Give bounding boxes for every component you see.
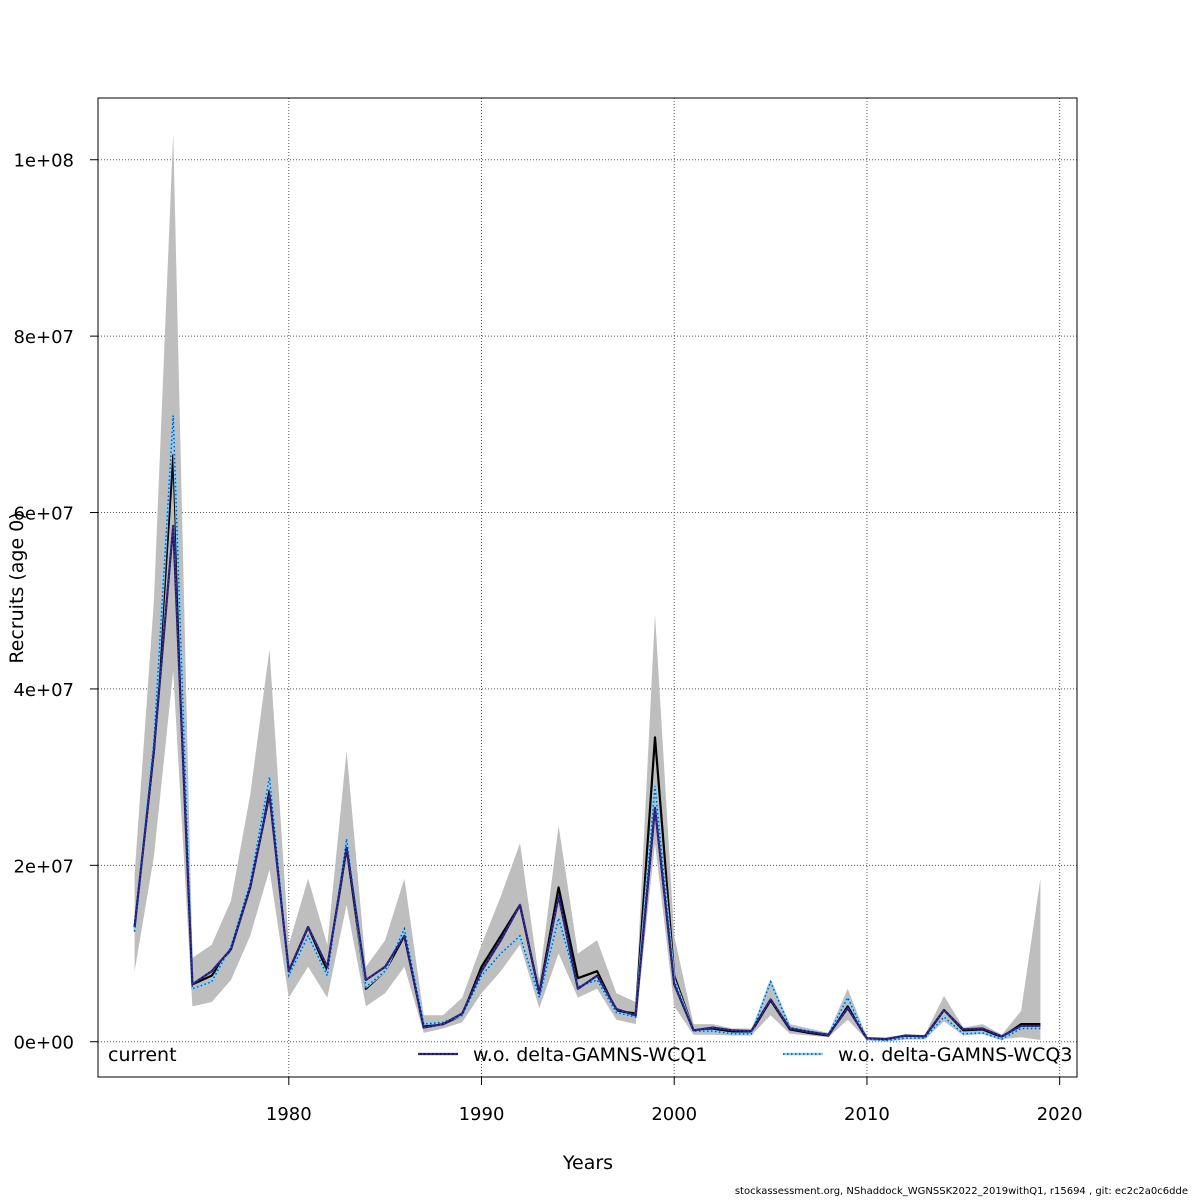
y-axis-title: Recruits (age 0) xyxy=(6,512,28,663)
x-axis: 1980 1990 2000 2010 2020 xyxy=(266,1077,1083,1125)
x-tick-label: 2000 xyxy=(651,1104,697,1125)
x-tick-label: 2020 xyxy=(1037,1104,1083,1125)
plot-frame xyxy=(97,97,1078,1078)
grid xyxy=(98,98,1077,1077)
y-tick-label: 6e+07 xyxy=(13,504,74,525)
footer-note: stockassessment.org, NShaddock_WGNSSK202… xyxy=(734,1186,1188,1197)
x-tick-label: 1990 xyxy=(459,1104,505,1125)
legend-label-current: current xyxy=(108,1044,177,1066)
y-tick-label: 4e+07 xyxy=(13,680,74,701)
y-tick-label: 0e+00 xyxy=(13,1033,74,1054)
x-axis-title: Years xyxy=(562,1152,613,1174)
y-tick-label: 1e+08 xyxy=(13,151,74,172)
y-tick-label: 2e+07 xyxy=(13,856,74,877)
y-axis: 0e+00 2e+07 4e+07 6e+07 8e+07 1e+08 xyxy=(13,151,98,1054)
confidence-band xyxy=(134,133,1041,1041)
series-line-q1 xyxy=(133,524,1041,1041)
series-lines xyxy=(133,414,1041,1042)
y-tick-label: 8e+07 xyxy=(13,327,74,348)
confidence-band-area xyxy=(134,133,1041,1041)
x-tick-label: 2010 xyxy=(844,1104,890,1125)
legend-label-q3: w.o. delta-GAMNS-WCQ3 xyxy=(838,1044,1072,1066)
legend-label-q1: w.o. delta-GAMNS-WCQ1 xyxy=(473,1044,707,1066)
legend: current w.o. delta-GAMNS-WCQ1 w.o. delta… xyxy=(108,1044,1072,1066)
x-tick-label: 1980 xyxy=(266,1104,312,1125)
